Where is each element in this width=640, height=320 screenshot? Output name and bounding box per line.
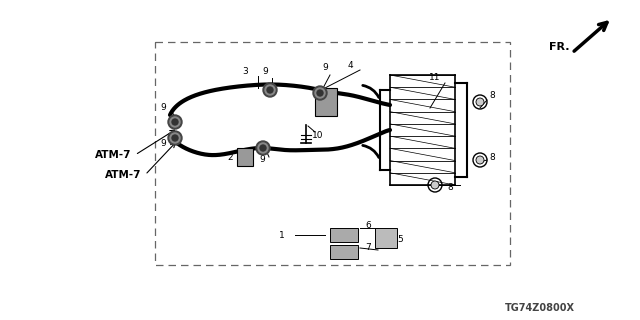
Bar (375, 228, 397, 248)
Circle shape (315, 88, 325, 98)
Circle shape (170, 117, 180, 127)
Text: 2: 2 (227, 154, 233, 163)
Text: 10: 10 (312, 131, 324, 140)
Text: 6: 6 (365, 221, 371, 230)
Text: 3: 3 (242, 68, 248, 76)
Circle shape (267, 87, 273, 93)
Circle shape (431, 181, 439, 189)
Circle shape (168, 115, 182, 129)
Text: 5: 5 (397, 236, 403, 244)
Text: 11: 11 (429, 74, 441, 83)
Circle shape (265, 85, 275, 95)
Text: 9: 9 (160, 139, 166, 148)
Text: 4: 4 (347, 60, 353, 69)
Text: 1: 1 (279, 230, 285, 239)
Circle shape (313, 86, 327, 100)
Text: 8: 8 (489, 153, 495, 162)
Circle shape (172, 135, 178, 141)
Text: ATM-7: ATM-7 (95, 150, 131, 160)
Text: 7: 7 (365, 244, 371, 252)
Text: 9: 9 (322, 63, 328, 73)
Text: 9: 9 (160, 102, 166, 111)
Circle shape (263, 83, 277, 97)
Text: FR.: FR. (550, 42, 570, 52)
Circle shape (476, 98, 484, 106)
Bar (315, 88, 337, 116)
Circle shape (168, 131, 182, 145)
Bar (330, 245, 358, 259)
Circle shape (256, 141, 270, 155)
Text: 8: 8 (447, 182, 453, 191)
Text: TG74Z0800X: TG74Z0800X (505, 303, 575, 313)
Text: 9: 9 (259, 156, 265, 164)
Bar (330, 228, 358, 242)
Circle shape (476, 156, 484, 164)
Text: 8: 8 (489, 92, 495, 100)
Text: ATM-7: ATM-7 (105, 170, 141, 180)
Circle shape (170, 133, 180, 143)
Circle shape (317, 90, 323, 96)
Text: 9: 9 (262, 68, 268, 76)
Circle shape (258, 143, 268, 153)
Circle shape (260, 145, 266, 151)
Circle shape (172, 119, 178, 125)
Bar (237, 148, 253, 166)
